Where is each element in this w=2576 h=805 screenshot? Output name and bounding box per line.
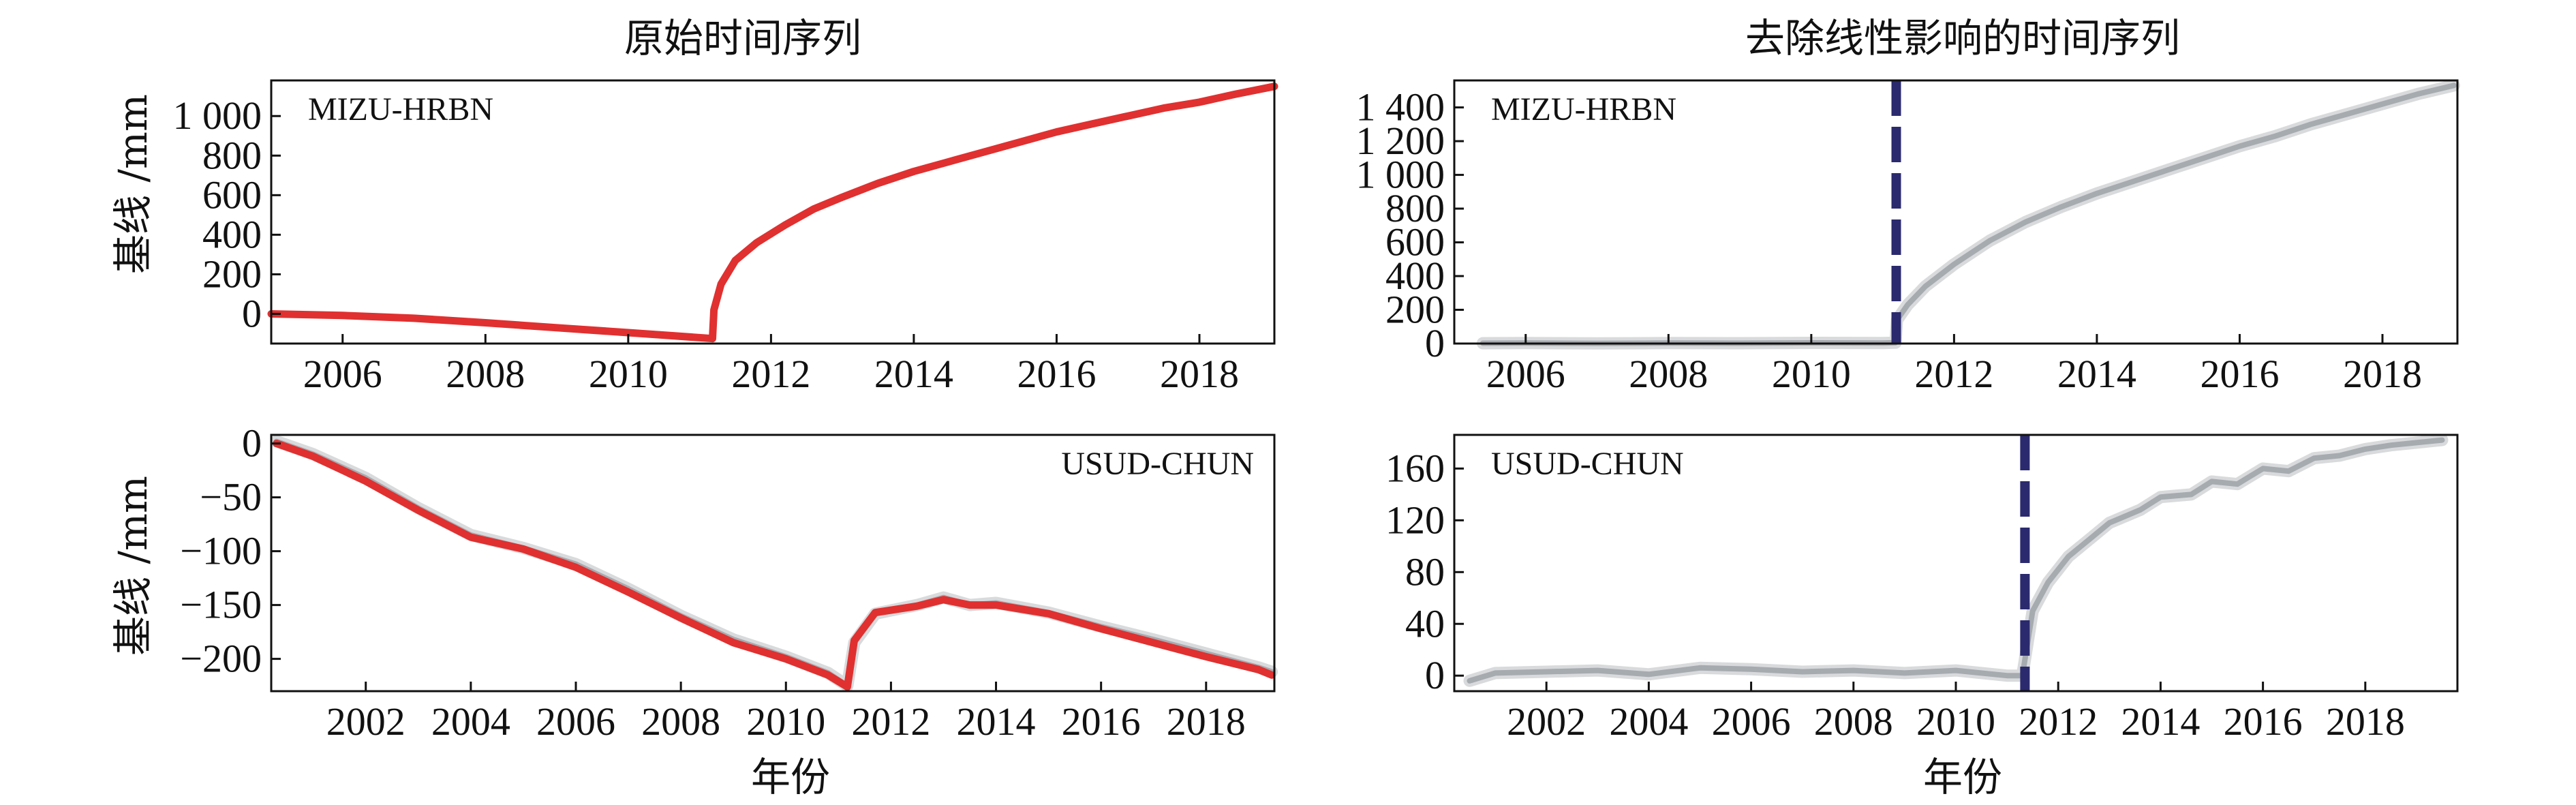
ytick-label-top-right-5: 1 000 [1356, 153, 1445, 197]
ytick-label-top-left-4: 800 [202, 133, 262, 177]
xtick-label-bottom-right-2: 2006 [1712, 699, 1791, 744]
ytick-label-top-right-1: 200 [1385, 288, 1445, 332]
xtick-label-top-right-3: 2012 [1914, 352, 1993, 396]
xtick-label-top-left-2: 2010 [589, 352, 668, 396]
ytick-label-top-left-3: 600 [202, 172, 262, 217]
series-bottom-left-1 [273, 440, 1276, 691]
title-right: 去除线性影响的时间序列 [1745, 15, 2180, 61]
xtick-label-bottom-right-7: 2016 [2224, 699, 2303, 744]
ytick-label-bottom-left-2: −100 [180, 529, 262, 573]
xtick-label-top-right-5: 2016 [2200, 352, 2279, 396]
ytick-label-top-left-0: 0 [242, 291, 262, 335]
xtick-label-bottom-right-0: 2002 [1507, 699, 1586, 744]
xtick-label-bottom-left-2: 2006 [536, 699, 615, 744]
xtick-label-bottom-left-3: 2008 [641, 699, 720, 744]
station-label-top-right: MIZU-HRBN [1491, 91, 1676, 127]
xtick-label-top-left-0: 2006 [303, 352, 382, 396]
ytick-label-bottom-right-3: 120 [1385, 498, 1445, 542]
ytick-label-top-left-2: 400 [202, 212, 262, 256]
xtick-label-bottom-left-6: 2014 [957, 699, 1036, 744]
xtick-label-bottom-left-5: 2012 [851, 699, 930, 744]
ytick-label-bottom-right-4: 160 [1385, 446, 1445, 490]
xlabel-right: 年份 [1923, 754, 2002, 800]
xlabel-left: 年份 [751, 754, 830, 800]
ytick-label-bottom-right-0: 0 [1425, 653, 1445, 697]
series-top-left-0 [267, 82, 1278, 343]
axes-frame-bottom-left [270, 434, 1276, 693]
ytick-label-top-right-6: 1 200 [1356, 119, 1445, 163]
xtick-label-bottom-right-5: 2012 [2019, 699, 2098, 744]
station-label-bottom-right: USUD-CHUN [1491, 446, 1684, 482]
xtick-label-bottom-right-1: 2004 [1609, 699, 1688, 744]
xtick-label-bottom-left-1: 2004 [431, 699, 510, 744]
xtick-label-top-right-2: 2010 [1772, 352, 1851, 396]
xtick-label-top-left-6: 2018 [1160, 352, 1239, 396]
panel-bottom-right: 2002 2004 2006 2008 2010 2012 2014 2016 2018 0 40 8… [1385, 434, 2459, 744]
ytick-label-top-right-3: 600 [1385, 220, 1445, 264]
xtick-label-top-left-1: 2008 [446, 352, 525, 396]
station-label-top-left: MIZU-HRBN [308, 91, 493, 127]
axes-frame-top-left [270, 79, 1276, 345]
station-label-bottom-left: USUD-CHUN [1061, 446, 1254, 482]
ylabel-bottom-left: 基线 /mm [110, 476, 156, 656]
ytick-label-top-left-1: 200 [202, 252, 262, 296]
xtick-label-bottom-left-8: 2018 [1167, 699, 1246, 744]
xtick-label-top-left-3: 2012 [731, 352, 810, 396]
xtick-label-top-left-4: 2014 [874, 352, 953, 396]
ytick-label-top-right-0: 0 [1425, 321, 1445, 365]
panel-top-right: 2006 2008 2010 2012 2014 2016 2018 020040060080… [1356, 79, 2460, 396]
ytick-label-top-right-4: 800 [1385, 186, 1445, 230]
xtick-label-bottom-right-3: 2008 [1814, 699, 1893, 744]
ytick-label-bottom-left-4: −200 [180, 637, 262, 681]
xtick-label-top-right-0: 2006 [1486, 352, 1565, 396]
xtick-label-bottom-right-6: 2014 [2121, 699, 2200, 744]
ylabel-top-left: 基线 /mm [110, 94, 156, 274]
ytick-label-bottom-right-2: 80 [1405, 549, 1445, 594]
title-left: 原始时间序列 [624, 15, 861, 61]
xtick-label-top-right-1: 2008 [1629, 352, 1708, 396]
ytick-label-bottom-left-1: −50 [200, 475, 262, 519]
panel-top-left: 2006 2008 2010 2012 2014 2016 2018 020040060080… [173, 79, 1278, 396]
plots: 2006 2008 2010 2012 2014 2016 2018020040060080… [173, 79, 2460, 744]
ytick-label-bottom-right-1: 40 [1405, 601, 1445, 645]
ytick-label-top-left-5: 1 000 [173, 93, 262, 138]
ytick-label-top-right-2: 400 [1385, 254, 1445, 298]
xtick-label-top-right-6: 2018 [2343, 352, 2422, 396]
series-bottom-right-0 [1467, 437, 2445, 684]
xtick-label-bottom-right-4: 2010 [1916, 699, 1995, 744]
ytick-label-bottom-left-0: 0 [242, 421, 262, 466]
xtick-label-bottom-right-8: 2018 [2326, 699, 2405, 744]
xtick-label-top-left-5: 2016 [1017, 352, 1096, 396]
xtick-label-bottom-left-7: 2016 [1062, 699, 1141, 744]
xtick-label-bottom-left-4: 2010 [746, 699, 825, 744]
xtick-label-bottom-left-0: 2002 [326, 699, 405, 744]
xtick-label-top-right-4: 2014 [2057, 352, 2136, 396]
ytick-label-top-right-7: 1 400 [1356, 85, 1445, 130]
ytick-label-bottom-left-3: −150 [180, 583, 262, 627]
axes-frame-top-right [1453, 79, 2459, 345]
panel-bottom-left: 2002 2004 2006 2008 2010 2012 2014 2016 2018 0 −50… [180, 421, 1278, 744]
